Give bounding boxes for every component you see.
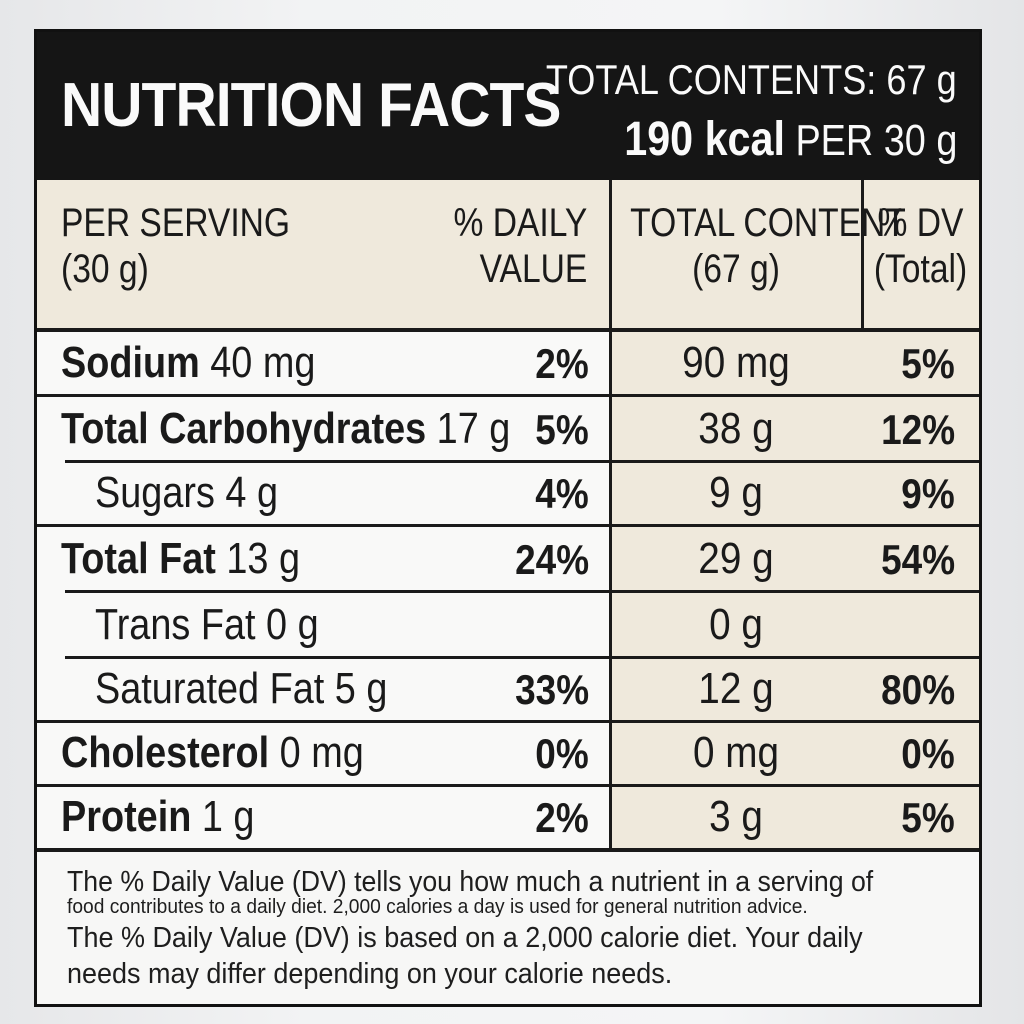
row-divider bbox=[65, 656, 979, 659]
table-row: Total Fat 13 g bbox=[61, 534, 300, 584]
dv-total: 9% bbox=[901, 470, 955, 517]
total-content-header-line2: (67 g) bbox=[692, 247, 780, 291]
total-content-header: TOTAL CONTENT (67 g) bbox=[630, 200, 906, 292]
nutrient-name: Total Fat bbox=[61, 534, 216, 583]
total-content-header-line1: TOTAL CONTENT bbox=[630, 201, 906, 245]
total-amount: 90 mg bbox=[682, 338, 790, 387]
nutrient-amount: 5 g bbox=[334, 664, 388, 713]
daily-value: 5% bbox=[535, 406, 589, 453]
dv-total: 5% bbox=[901, 794, 955, 841]
row-divider bbox=[37, 394, 979, 397]
total-amount: 12 g bbox=[698, 664, 774, 713]
nutrient-name: Trans Fat bbox=[95, 600, 256, 649]
nutrient-name: Protein bbox=[61, 792, 192, 841]
calories-per: PER 30 g bbox=[795, 116, 957, 165]
total-contents: TOTAL CONTENTS: 67 g bbox=[546, 56, 957, 103]
calories-value: 190 kcal bbox=[623, 113, 785, 166]
column-header-row bbox=[37, 180, 979, 328]
table-row: Cholesterol 0 mg bbox=[61, 728, 364, 778]
table-bottom-divider bbox=[37, 848, 979, 852]
dv-total-header-line2: (Total) bbox=[873, 247, 968, 291]
total-amount: 38 g bbox=[698, 404, 774, 453]
table-row: Sugars 4 g bbox=[95, 468, 278, 518]
dv-total: 5% bbox=[901, 340, 955, 387]
table-row: Sodium 40 mg bbox=[61, 338, 315, 388]
dv-total: 0% bbox=[901, 730, 955, 777]
nutrition-label: NUTRITION FACTS TOTAL CONTENTS: 67 g 190… bbox=[34, 29, 982, 1007]
nutrient-amount: 0 mg bbox=[279, 728, 364, 777]
total-amount: 0 mg bbox=[692, 728, 780, 777]
footnote-line: The % Daily Value (DV) is based on a 2,0… bbox=[67, 922, 863, 954]
nutrient-amount: 4 g bbox=[225, 468, 279, 517]
nutrient-name: Cholesterol bbox=[61, 728, 270, 777]
nutrient-amount: 1 g bbox=[201, 792, 255, 841]
serving-columns-background bbox=[37, 328, 610, 848]
daily-value: 4% bbox=[535, 470, 589, 517]
nutrient-amount: 17 g bbox=[436, 404, 511, 453]
daily-value: 33% bbox=[515, 666, 589, 713]
total-amount: 3 g bbox=[709, 792, 763, 841]
daily-value-header: % DAILY VALUE bbox=[453, 200, 587, 292]
nutrient-name: Saturated Fat bbox=[95, 664, 325, 713]
daily-value-header-line1: % DAILY bbox=[453, 201, 587, 245]
header-divider bbox=[37, 328, 979, 332]
nutrient-amount: 0 g bbox=[266, 600, 319, 649]
table-row: Total Carbohydrates 17 g bbox=[61, 404, 510, 454]
daily-value-header-line2: VALUE bbox=[479, 247, 587, 291]
dv-total: 54% bbox=[881, 536, 955, 583]
row-divider bbox=[65, 460, 979, 463]
label-title: NUTRITION FACTS bbox=[61, 71, 561, 140]
row-divider bbox=[37, 784, 979, 787]
per-serving-header: PER SERVING (30 g) bbox=[61, 200, 290, 292]
nutrient-name: Sodium bbox=[61, 338, 200, 387]
footnote-line: The % Daily Value (DV) tells you how muc… bbox=[67, 866, 874, 898]
table-row: Trans Fat 0 g bbox=[95, 600, 319, 650]
nutrient-name: Sugars bbox=[95, 468, 215, 517]
per-serving-header-line2: (30 g) bbox=[61, 247, 149, 291]
table-row: Saturated Fat 5 g bbox=[95, 664, 387, 714]
dv-total: 80% bbox=[881, 666, 955, 713]
footnote-line: needs may differ depending on your calor… bbox=[67, 958, 673, 990]
total-columns-background bbox=[610, 328, 979, 848]
footnote-line: food contributes to a daily diet. 2,000 … bbox=[67, 896, 808, 918]
daily-value: 24% bbox=[515, 536, 589, 583]
total-amount: 9 g bbox=[709, 468, 763, 517]
column-divider-main bbox=[609, 180, 612, 850]
daily-value: 0% bbox=[535, 730, 589, 777]
row-divider bbox=[37, 524, 979, 527]
total-amount: 29 g bbox=[698, 534, 774, 583]
total-amount: 0 g bbox=[709, 600, 763, 649]
nutrient-amount: 40 mg bbox=[210, 338, 316, 387]
column-divider-header bbox=[861, 180, 864, 328]
calories-per-serving: 190 kcal PER 30 g bbox=[624, 112, 957, 167]
dv-total: 12% bbox=[881, 406, 955, 453]
row-divider bbox=[65, 590, 979, 593]
daily-value: 2% bbox=[535, 340, 589, 387]
daily-value: 2% bbox=[535, 794, 589, 841]
per-serving-header-line1: PER SERVING bbox=[61, 201, 291, 245]
nutrient-amount: 13 g bbox=[226, 534, 301, 583]
dv-total-header: % DV (Total) bbox=[871, 200, 969, 292]
nutrient-name: Total Carbohydrates bbox=[61, 404, 427, 453]
dv-total-header-line1: % DV bbox=[877, 201, 964, 245]
row-divider bbox=[37, 720, 979, 723]
label-header: NUTRITION FACTS TOTAL CONTENTS: 67 g 190… bbox=[37, 32, 979, 180]
table-row: Protein 1 g bbox=[61, 792, 254, 842]
